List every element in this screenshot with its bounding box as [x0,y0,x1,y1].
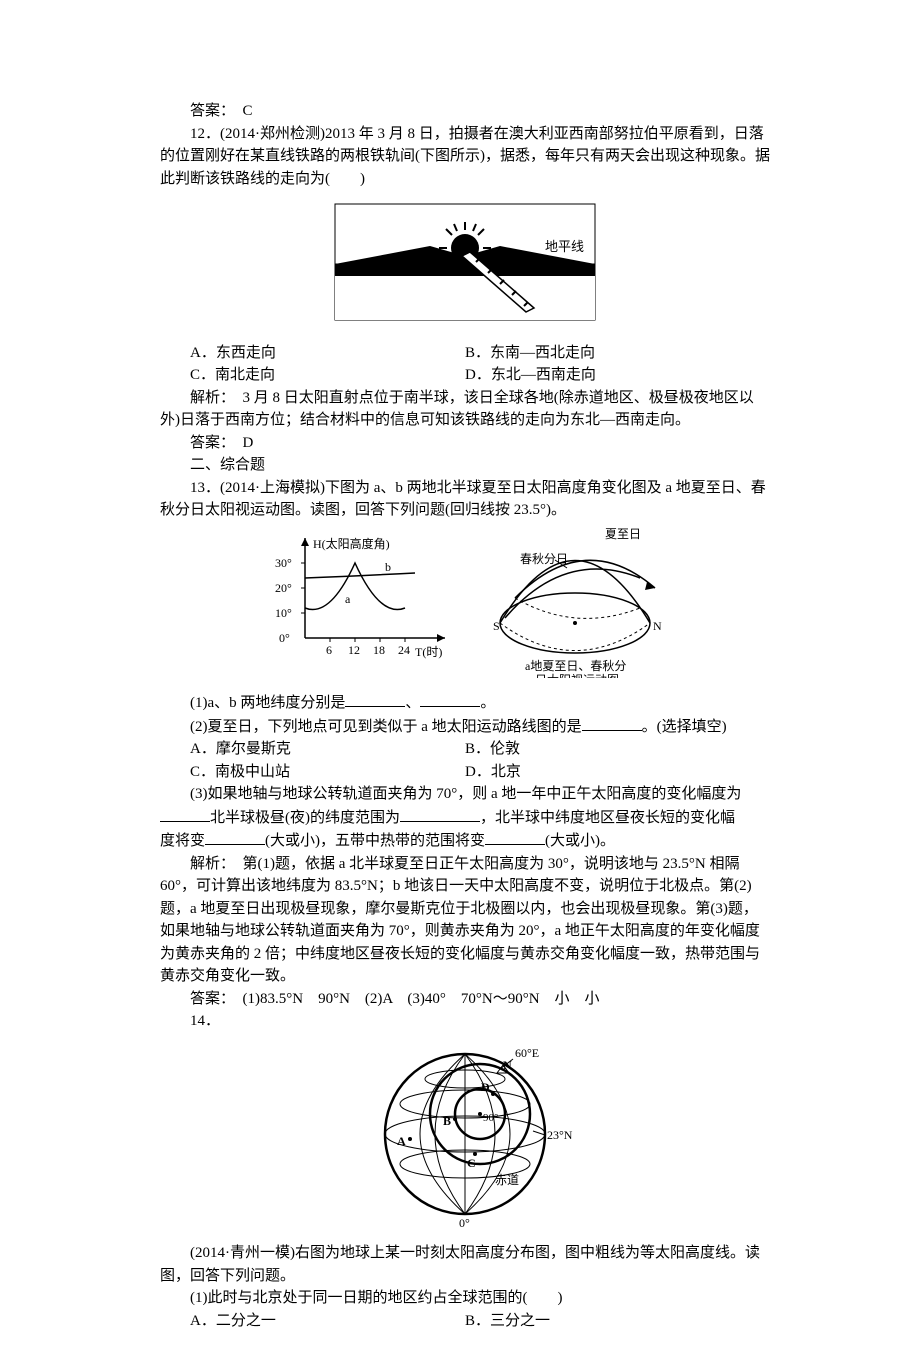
svg-text:90°: 90° [483,1112,498,1124]
q13-sub2-prefix: (2)夏至日，下列地点可见到类似于 a 地太阳运动路线图的是 [190,719,582,735]
svg-text:B: B [443,1114,451,1128]
svg-text:10°: 10° [275,606,292,620]
q12-answer: 答案： D [160,432,770,455]
q12-optB: B．东南—西北走向 [465,342,770,365]
q13-sub3-line1: (3)如果地轴与地球公转轨道面夹角为 70°，则 a 地一年中正午太阳高度的变化… [160,783,770,806]
svg-text:T(时): T(时) [415,645,442,659]
svg-text:N: N [503,1058,512,1072]
q12-optA: A．东西走向 [160,342,465,365]
q13-optB: B．伦敦 [465,738,770,761]
sep: 、 [405,695,420,711]
q14-num: 14． [160,1010,770,1033]
svg-text:23°N: 23°N [547,1128,573,1142]
q13-stem: 13．(2014·上海模拟)下图为 a、b 两地北半球夏至日太阳高度角变化图及 … [160,477,770,522]
svg-text:0°: 0° [459,1216,470,1229]
blank [345,691,405,707]
q12-explain: 解析： 3 月 8 日太阳直射点位于南半球，该日全球各地(除赤道地区、极昼极夜地… [160,387,770,432]
svg-text:A: A [397,1134,406,1148]
t: (3)如果地轴与地球公转轨道面夹角为 70°，则 a 地一年中正午太阳高度的变化… [190,786,741,802]
q13-sub1-prefix: (1)a、b 两地纬度分别是 [190,695,345,711]
svg-text:24: 24 [398,643,410,657]
horizon-label: 地平线 [545,239,584,254]
svg-text:D: D [481,1080,490,1094]
svg-text:0°: 0° [279,631,290,645]
svg-text:H(太阳高度角): H(太阳高度角) [313,536,390,551]
q13-sub3-line2: 北半球极昼(夜)的纬度范围为 ，北半球中纬度地区昼夜长短的变化幅 [160,806,770,830]
svg-text:60°E: 60°E [515,1046,539,1060]
svg-text:S: S [493,619,500,633]
q12-options: A．东西走向 B．东南—西北走向 C．南北走向 D．东北—西南走向 [160,342,770,387]
q14-optB: B．三分之一 [465,1310,770,1333]
end: 。 [480,695,495,711]
blank [582,715,642,731]
q13-optC: C．南极中山站 [160,761,465,784]
q13-answer: 答案： (1)83.5°N 90°N (2)A (3)40° 70°N～90°N… [160,988,770,1011]
svg-text:a: a [345,592,351,606]
section-2-heading: 二、综合题 [160,454,770,477]
t: (大或小)。 [545,833,615,849]
svg-text:赤道: 赤道 [495,1173,519,1187]
answer-11: 答案： C [160,100,770,123]
q13-explain: 解析： 第(1)题，依据 a 北半球夏至日正午太阳高度为 30°，说明该地与 2… [160,853,770,988]
end: 。(选择填空) [642,719,727,735]
svg-text:a地夏至日、春秋分: a地夏至日、春秋分 [525,659,626,673]
q12-optD: D．东北—西南走向 [465,364,770,387]
blank [485,829,545,845]
t: 北半球极昼(夜)的纬度范围为 [210,810,400,826]
blank [420,691,480,707]
q14-sub1: (1)此时与北京处于同一日期的地区约占全球范围的( ) [160,1287,770,1310]
q13-optD: D．北京 [465,761,770,784]
svg-text:夏至日: 夏至日 [605,528,641,541]
q12-optC: C．南北走向 [160,364,465,387]
svg-text:b: b [385,560,391,574]
q14-options: A．二分之一 B．三分之一 [160,1310,770,1333]
blank [400,806,480,822]
t: 度将变 [160,833,205,849]
svg-text:N: N [653,619,662,633]
svg-text:C: C [467,1156,476,1170]
q14-stem: (2014·青州一模)右图为地球上某一时刻太阳高度分布图，图中粗线为等太阳高度线… [160,1242,770,1287]
svg-text:20°: 20° [275,581,292,595]
svg-text:日太阳视运动图: 日太阳视运动图 [535,672,619,678]
q12-figure: 地平线 [160,196,770,336]
t: ，北半球中纬度地区昼夜长短的变化幅 [480,810,735,826]
svg-text:30°: 30° [275,556,292,570]
q13-figure: H(太阳高度角) 30° 20° 10° 0° 6 12 18 24 T(时) [160,528,770,686]
q14-optA: A．二分之一 [160,1310,465,1333]
q14-figure: A B 90° D N C 60°E 23°N 赤道 0° [160,1039,770,1237]
q13-sub3-line3: 度将变 (大或小)，五带中热带的范围将变 (大或小)。 [160,829,770,853]
q13-sub2: (2)夏至日，下列地点可见到类似于 a 地太阳运动路线图的是 。(选择填空) [160,715,770,739]
t: (大或小)，五带中热带的范围将变 [265,833,485,849]
q12-stem: 12．(2014·郑州检测)2013 年 3 月 8 日，拍摄者在澳大利亚西南部… [160,123,770,191]
q13-options: A．摩尔曼斯克 B．伦敦 C．南极中山站 D．北京 [160,738,770,783]
svg-text:6: 6 [326,643,332,657]
svg-text:18: 18 [373,643,385,657]
blank [205,829,265,845]
q13-optA: A．摩尔曼斯克 [160,738,465,761]
q13-sub1: (1)a、b 两地纬度分别是 、 。 [160,691,770,715]
svg-text:12: 12 [348,643,360,657]
blank [160,806,210,822]
